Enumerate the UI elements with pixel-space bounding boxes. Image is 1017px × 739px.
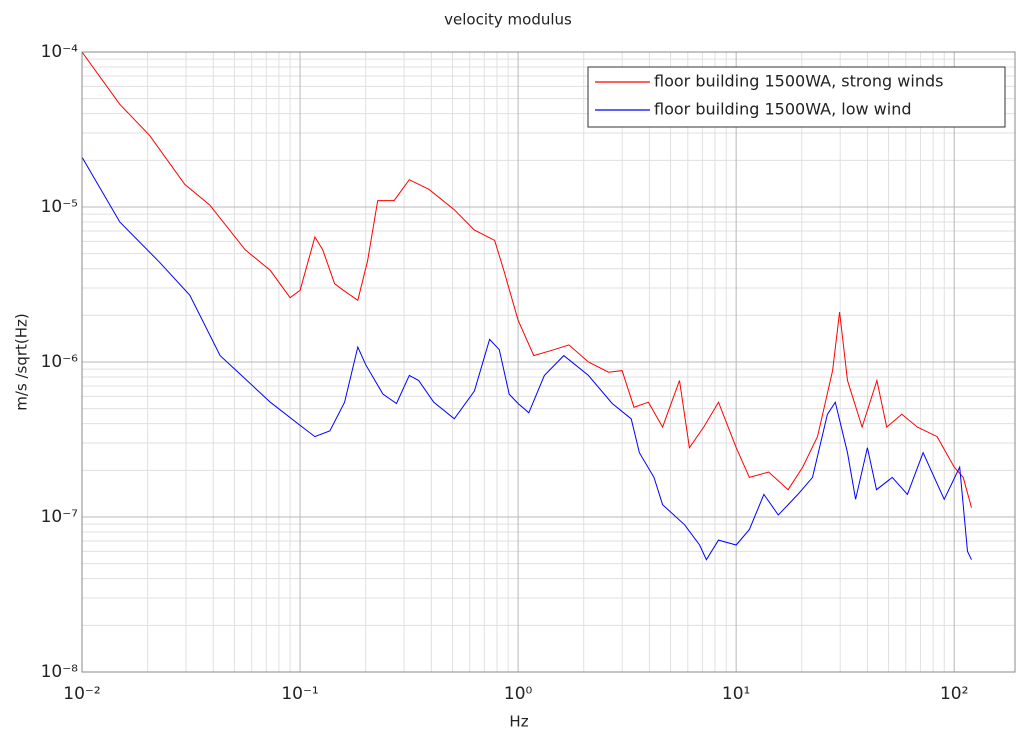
x-tick-label: 10¹ <box>722 684 750 704</box>
series-line <box>81 51 972 508</box>
x-tick-label: 10⁰ <box>504 684 533 704</box>
legend-label: floor building 1500WA, strong winds <box>654 72 943 91</box>
chart-title: velocity modulus <box>444 11 572 29</box>
y-tick-label: 10⁻⁷ <box>41 507 79 527</box>
x-tick-label: 10² <box>940 684 968 704</box>
legend-label: floor building 1500WA, low wind <box>654 100 912 119</box>
x-tick-label: 10⁻¹ <box>281 684 318 704</box>
series-line <box>81 156 972 561</box>
legend-box <box>587 66 1006 128</box>
y-tick-label: 10⁻⁵ <box>41 197 78 217</box>
x-tick-label: 10⁻² <box>63 684 100 704</box>
y-tick-label: 10⁻⁴ <box>41 42 79 62</box>
y-axis-label: m/s /sqrt(Hz) <box>13 313 31 411</box>
y-tick-label: 10⁻⁶ <box>41 352 79 372</box>
plot-frame <box>81 51 1016 673</box>
y-tick-label: 10⁻⁸ <box>41 662 79 682</box>
x-axis-label: Hz <box>509 713 528 731</box>
